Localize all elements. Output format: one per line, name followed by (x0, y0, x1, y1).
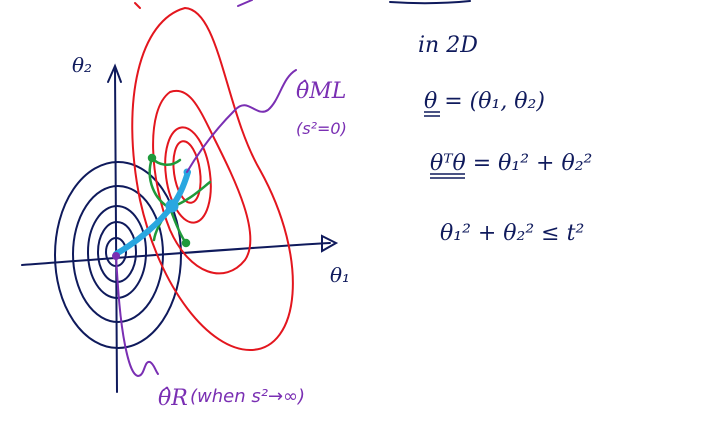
y-axis-arrowhead (107, 63, 122, 83)
ridge-contours (54, 161, 182, 349)
note-constraint: θ₁² + θ₂² ≤ t² (440, 221, 584, 246)
note-theta-vector: θ = (θ₁, θ₂) (424, 89, 545, 114)
ml-condition: (s²=0) (296, 119, 347, 138)
x-axis-arrowhead (321, 234, 339, 253)
theta-ridge-label: θ̂R (158, 386, 188, 411)
regularization-path (147, 153, 212, 248)
y-axis (114, 69, 118, 393)
ridge-condition: (when s²→∞) (190, 386, 305, 407)
ml-contours (131, 6, 294, 352)
ridge-pointer (112, 252, 159, 378)
notes-block: in 2D θ = (θ₁, θ₂) θᵀθ = θ₁² + θ₂² θ₁² +… (418, 33, 592, 246)
top-scribbles (134, 0, 471, 9)
theta1-axis-label: θ₁ (330, 263, 350, 287)
theta2-axis-label: θ₂ (72, 53, 92, 77)
note-theta-t-theta: θᵀθ = θ₁² + θ₂² (430, 151, 592, 176)
note-in-2d: in 2D (418, 33, 478, 58)
x-axis (21, 242, 331, 266)
axes (21, 63, 339, 393)
theta-ml-label: θ̂ML (296, 79, 346, 104)
ml-pointer (186, 69, 297, 173)
